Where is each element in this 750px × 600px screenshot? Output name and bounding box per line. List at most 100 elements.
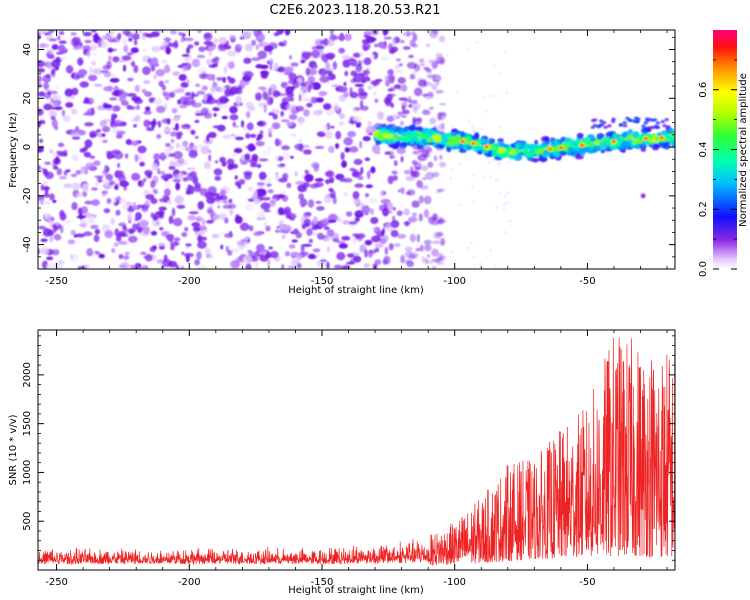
noise-blob — [396, 146, 406, 155]
noise-blob — [91, 30, 97, 33]
noise-blob — [97, 132, 104, 138]
noise-blob — [467, 119, 471, 123]
noise-blob — [421, 165, 429, 172]
noise-blob — [122, 225, 127, 231]
noise-blob — [181, 65, 188, 72]
noise-blob — [253, 198, 261, 205]
noise-blob — [79, 148, 86, 153]
noise-blob — [47, 229, 55, 236]
noise-blob — [387, 69, 394, 76]
noise-blob — [485, 109, 488, 113]
noise-blob — [52, 94, 57, 99]
noise-blob — [150, 65, 156, 72]
noise-blob — [280, 81, 287, 89]
noise-blob — [268, 112, 275, 116]
noise-blob — [326, 246, 331, 253]
noise-blob — [151, 46, 161, 53]
noise-blob — [234, 147, 242, 152]
signal-blob — [635, 120, 640, 124]
noise-blob — [403, 208, 410, 216]
noise-blob — [397, 111, 404, 116]
noise-blob — [390, 220, 400, 229]
noise-blob — [43, 168, 48, 177]
figure-title: C2E6.2023.118.20.53.R21 — [269, 3, 440, 18]
noise-blob — [235, 125, 239, 129]
noise-blob — [280, 110, 284, 117]
noise-blob — [327, 219, 337, 223]
noise-blob — [393, 160, 398, 167]
signal-blob — [419, 135, 428, 140]
noise-blob — [160, 174, 169, 180]
noise-blob — [142, 177, 147, 183]
noise-blob — [195, 104, 200, 108]
noise-blob — [48, 38, 58, 42]
noise-blob — [38, 60, 45, 68]
noise-blob — [497, 126, 501, 129]
noise-blob — [59, 56, 67, 61]
noise-blob — [145, 193, 155, 200]
signal-blob — [386, 133, 394, 139]
noise-blob — [219, 232, 224, 236]
noise-blob — [71, 87, 79, 96]
noise-blob — [186, 167, 196, 171]
noise-blob — [188, 149, 198, 159]
noise-blob — [139, 219, 149, 229]
noise-blob — [301, 144, 310, 149]
signal-blob — [663, 142, 671, 150]
noise-blob — [84, 200, 93, 205]
noise-blob — [354, 183, 364, 188]
noise-blob — [102, 169, 109, 176]
noise-blob — [109, 180, 116, 186]
noise-blob — [419, 244, 424, 252]
noise-blob — [471, 125, 475, 128]
signal-hotspot — [461, 140, 465, 143]
noise-blob — [281, 234, 286, 239]
noise-blob — [257, 188, 267, 197]
noise-blob — [194, 259, 200, 266]
y-tick-label: 40 — [22, 43, 33, 56]
noise-blob — [84, 39, 92, 44]
noise-blob — [312, 248, 321, 253]
noise-blob — [192, 175, 199, 185]
noise-blob — [335, 130, 342, 140]
noise-blob — [332, 196, 337, 205]
noise-blob — [128, 220, 132, 224]
noise-blob — [286, 182, 292, 189]
noise-blob — [155, 69, 166, 77]
noise-blob — [489, 175, 492, 179]
noise-blob — [143, 91, 153, 97]
noise-blob — [303, 149, 312, 155]
y-tick-label: 20 — [22, 92, 33, 105]
noise-blob — [332, 61, 338, 70]
signal-blob — [651, 143, 660, 151]
noise-blob — [51, 249, 60, 256]
noise-blob — [301, 224, 306, 230]
signal-blob — [509, 150, 516, 155]
noise-blob — [329, 34, 338, 41]
noise-blob — [318, 90, 328, 97]
noise-blob — [303, 181, 310, 188]
noise-blob — [181, 231, 188, 238]
noise-blob — [494, 94, 497, 98]
noise-blob — [106, 60, 112, 70]
noise-blob — [495, 206, 498, 209]
noise-blob — [411, 43, 419, 48]
signal-hotspot — [484, 145, 489, 148]
noise-blob — [312, 109, 323, 116]
noise-blob — [257, 211, 266, 220]
noise-blob — [153, 74, 157, 80]
noise-blob — [411, 200, 420, 208]
noise-blob — [258, 184, 265, 190]
noise-blob — [421, 255, 426, 264]
noise-blob — [162, 194, 167, 200]
noise-blob — [170, 131, 178, 137]
signal-blob — [432, 135, 442, 142]
noise-blob — [96, 128, 102, 133]
noise-blob — [133, 124, 137, 128]
signal-blob — [607, 124, 612, 128]
noise-blob — [175, 182, 181, 191]
noise-blob — [206, 219, 214, 224]
noise-blob — [304, 169, 310, 175]
noise-blob — [211, 73, 216, 82]
noise-blob — [200, 146, 210, 154]
